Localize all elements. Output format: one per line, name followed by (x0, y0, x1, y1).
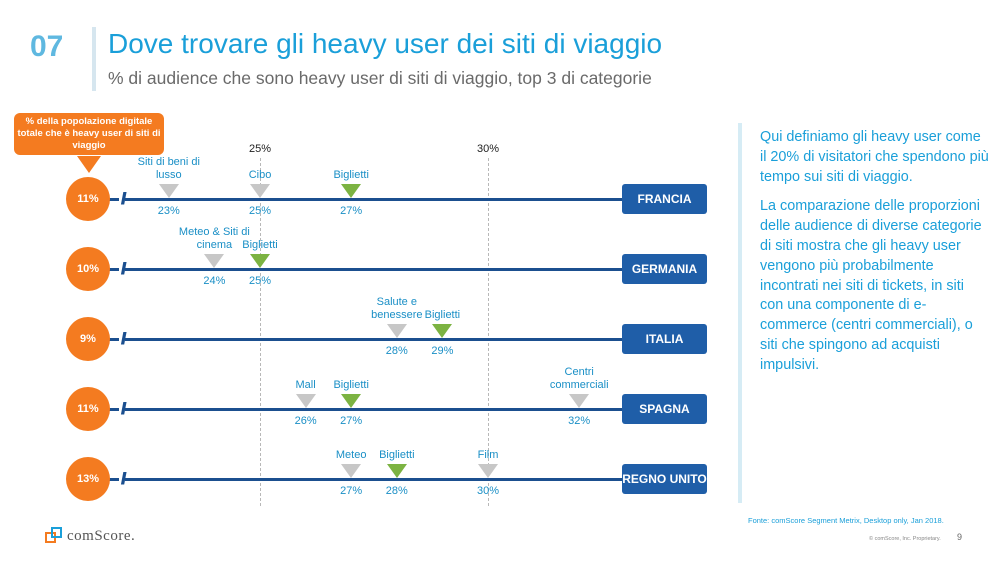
category-label: Biglietti (242, 239, 278, 251)
category-marker (478, 464, 498, 478)
category-value: 26% (294, 415, 317, 427)
category-value: 27% (340, 205, 363, 217)
category-marker (569, 394, 590, 408)
slide-number: 07 (30, 30, 64, 63)
highlight-marker (341, 184, 362, 198)
row-line (104, 478, 624, 481)
country-label: REGNO UNITO (622, 464, 707, 494)
axis-break-icon: // (119, 190, 128, 207)
category-marker (158, 184, 179, 198)
row-line (104, 408, 624, 411)
category-value: 25% (248, 275, 272, 287)
comscore-logo-text: comScore. (67, 527, 136, 544)
row-line (104, 338, 624, 341)
country-label: ITALIA (622, 324, 707, 354)
highlight-marker (386, 464, 407, 478)
category-marker (204, 254, 225, 268)
category-value: 28% (385, 345, 408, 357)
highlight-marker (250, 254, 270, 268)
row-line (104, 268, 624, 271)
population-callout: % della popolazione digitale totale che … (14, 113, 164, 155)
category-marker (386, 324, 407, 338)
category-label: Cibo (248, 169, 272, 181)
gridline-25 (260, 158, 261, 506)
category-marker (250, 184, 270, 198)
category-label: Salute e benessere (371, 296, 423, 321)
category-marker (341, 464, 362, 478)
category-value: 27% (340, 485, 363, 497)
row-line (104, 198, 624, 201)
category-label: Meteo & Siti di cinema (178, 226, 250, 251)
country-label: FRANCIA (622, 184, 707, 214)
country-label: GERMANIA (622, 254, 707, 284)
category-marker (295, 394, 316, 408)
sidebar-paragraph-1: Qui definiamo gli heavy user come il 20%… (760, 129, 989, 185)
category-label: Centri commerciali (549, 366, 609, 391)
sidebar-text: Qui definiamo gli heavy user come il 20%… (760, 128, 990, 386)
highlight-marker (341, 394, 362, 408)
population-percentage-badge: 11% (66, 177, 110, 221)
copyright-note: © comScore, Inc. Proprietary. (869, 536, 941, 542)
comscore-logo: comScore. (45, 527, 135, 545)
population-percentage-badge: 9% (66, 317, 110, 361)
category-label: Film (477, 449, 499, 461)
source-note: Fonte: comScore Segment Metrix, Desktop … (748, 516, 944, 525)
axis-label-30: 30% (476, 143, 500, 155)
category-value: 25% (248, 205, 272, 217)
comscore-logo-icon (45, 527, 63, 545)
population-percentage-badge: 10% (66, 247, 110, 291)
highlight-marker (432, 324, 453, 338)
sidebar-accent (738, 123, 742, 503)
category-label: Biglietti (333, 379, 369, 391)
category-label: Mall (295, 379, 316, 391)
category-value: 30% (476, 485, 500, 497)
title-divider (92, 27, 96, 91)
category-label: Biglietti (379, 449, 415, 461)
population-percentage-badge: 11% (66, 387, 110, 431)
country-label: SPAGNA (622, 394, 707, 424)
category-value: 32% (568, 415, 591, 427)
category-value: 27% (340, 415, 363, 427)
page-title: Dove trovare gli heavy user dei siti di … (108, 28, 663, 59)
category-label: Meteo (335, 449, 367, 461)
category-value: 23% (157, 205, 180, 217)
page-number: 9 (957, 532, 963, 542)
axis-break-icon: // (119, 260, 128, 277)
category-label: Siti di beni di lusso (137, 156, 200, 181)
gridline-30 (488, 158, 489, 506)
page-subtitle: % di audience che sono heavy user di sit… (108, 68, 652, 88)
category-value: 28% (385, 485, 408, 497)
axis-break-icon: // (119, 470, 128, 487)
sidebar-paragraph-2: La comparazione delle proporzioni delle … (760, 198, 982, 373)
axis-label-25: 25% (248, 143, 272, 155)
population-percentage-badge: 13% (66, 457, 110, 501)
category-label: Biglietti (424, 309, 461, 321)
category-value: 29% (431, 345, 454, 357)
population-callout-arrow (77, 156, 101, 173)
category-label: Biglietti (333, 169, 369, 181)
axis-break-icon: // (119, 330, 128, 347)
axis-break-icon: // (119, 400, 128, 417)
category-value: 24% (203, 275, 226, 287)
